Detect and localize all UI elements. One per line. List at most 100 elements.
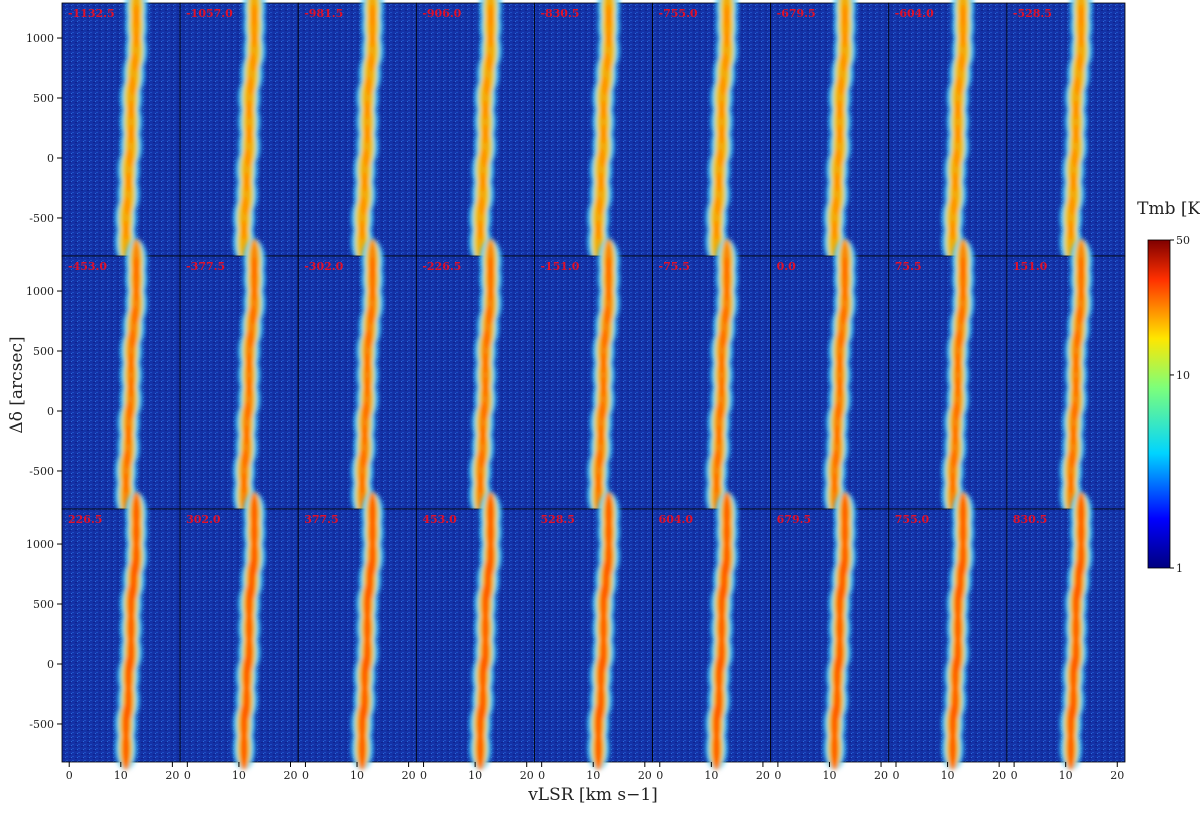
- ridge-point: [486, 0, 495, 31]
- panel-title: -151.0: [540, 260, 579, 273]
- panel: 755.0: [888, 492, 1008, 770]
- ridge-point: [486, 492, 495, 537]
- ridge-point: [368, 492, 377, 537]
- x-tick-label: 0: [774, 769, 781, 782]
- x-tick-label: 20: [992, 769, 1006, 782]
- panel: 377.5: [297, 492, 417, 770]
- emission: [823, 0, 856, 264]
- panel: 302.0: [179, 492, 299, 770]
- x-tick-label: 10: [704, 769, 718, 782]
- emission: [1059, 0, 1093, 264]
- panel-title: -453.0: [68, 260, 107, 273]
- panel: -528.5: [1006, 0, 1126, 264]
- emission: [587, 239, 620, 517]
- ridge-point: [840, 0, 849, 31]
- x-tick-label: 0: [656, 769, 663, 782]
- x-tick-label: 0: [420, 769, 427, 782]
- x-tick-label: 0: [892, 769, 899, 782]
- panel: -981.5: [297, 0, 417, 264]
- y-tick-label: 0: [47, 152, 54, 165]
- ridge-point: [604, 239, 613, 284]
- y-tick-label: 500: [33, 598, 54, 611]
- panel-title: 453.0: [422, 513, 457, 526]
- panel-title: -1057.0: [186, 7, 233, 20]
- panel: 830.5: [1006, 492, 1126, 770]
- x-tick-label: 20: [165, 769, 179, 782]
- panel: -226.5: [415, 239, 535, 517]
- panel-title: -1132.5: [68, 7, 115, 20]
- y-axis-label: Δδ [arcsec]: [7, 336, 27, 433]
- panel-title: 528.5: [540, 513, 574, 526]
- y-tick-label: 500: [33, 345, 54, 358]
- panel-title: -226.5: [422, 260, 461, 273]
- panel-title: 75.5: [895, 260, 922, 273]
- x-tick-label: 10: [586, 769, 600, 782]
- x-tick-label: 20: [874, 769, 888, 782]
- y-tick-label: 0: [47, 405, 54, 418]
- ridge-point: [604, 492, 613, 537]
- panel-title: -377.5: [186, 260, 225, 273]
- y-tick-label: -500: [29, 465, 54, 478]
- ridge-point: [1077, 0, 1086, 31]
- panel-title: -981.5: [304, 7, 343, 20]
- emission: [233, 239, 266, 517]
- emission: [705, 239, 738, 517]
- panel: 0.0: [770, 239, 890, 517]
- emission: [587, 492, 620, 770]
- ridge-point: [722, 239, 731, 284]
- panel: -679.5: [770, 0, 890, 264]
- y-tick-label: 500: [33, 92, 54, 105]
- panel-title: -679.5: [777, 7, 816, 20]
- emission: [233, 0, 266, 264]
- ridge-point: [722, 492, 731, 537]
- x-tick-label: 10: [822, 769, 836, 782]
- panel: 679.5: [770, 492, 890, 770]
- y-tick-label: 1000: [26, 538, 54, 551]
- x-tick-label: 10: [232, 769, 246, 782]
- emission: [114, 0, 148, 264]
- colorbar-label: Tmb [K]: [1137, 199, 1200, 219]
- emission: [941, 492, 975, 770]
- emission: [1059, 492, 1093, 770]
- x-tick-label: 0: [184, 769, 191, 782]
- ridge-point: [132, 492, 141, 537]
- emission: [705, 492, 738, 770]
- emission: [705, 0, 738, 264]
- panel-title: 604.0: [659, 513, 694, 526]
- y-tick-label: 0: [47, 658, 54, 671]
- ridge-point: [722, 0, 731, 31]
- x-tick-label: 0: [302, 769, 309, 782]
- emission: [823, 492, 856, 770]
- ridge-point: [368, 0, 377, 31]
- panel: -151.0: [534, 239, 653, 517]
- ridge-point: [132, 239, 141, 284]
- y-tick-label: -500: [29, 212, 54, 225]
- panel: -755.0: [652, 0, 772, 264]
- emission: [351, 492, 384, 770]
- x-tick-label: 10: [1059, 769, 1073, 782]
- panel-title: 0.0: [777, 260, 796, 273]
- y-tick-label: 1000: [26, 285, 54, 298]
- emission: [469, 239, 502, 517]
- emission: [1059, 239, 1093, 517]
- x-tick-label: 10: [468, 769, 482, 782]
- panel-title: -830.5: [540, 7, 579, 20]
- panel-title: 679.5: [777, 513, 811, 526]
- panel-title: 302.0: [186, 513, 221, 526]
- x-axis-label: vLSR [km s−1]: [527, 785, 658, 805]
- ridge-point: [486, 239, 495, 284]
- ridge-point: [1077, 492, 1086, 537]
- colorbar-tick-label: 1: [1176, 562, 1183, 575]
- x-tick-label: 20: [283, 769, 297, 782]
- x-tick-label: 0: [1011, 769, 1018, 782]
- x-tick-label: 20: [1110, 769, 1124, 782]
- panel: -830.5: [534, 0, 653, 264]
- emission: [469, 492, 502, 770]
- ridge-point: [840, 239, 849, 284]
- x-tick-label: 0: [66, 769, 73, 782]
- emission: [941, 239, 975, 517]
- ridge-point: [132, 0, 141, 31]
- panel-title: -906.0: [422, 7, 461, 20]
- ridge-point: [959, 0, 968, 31]
